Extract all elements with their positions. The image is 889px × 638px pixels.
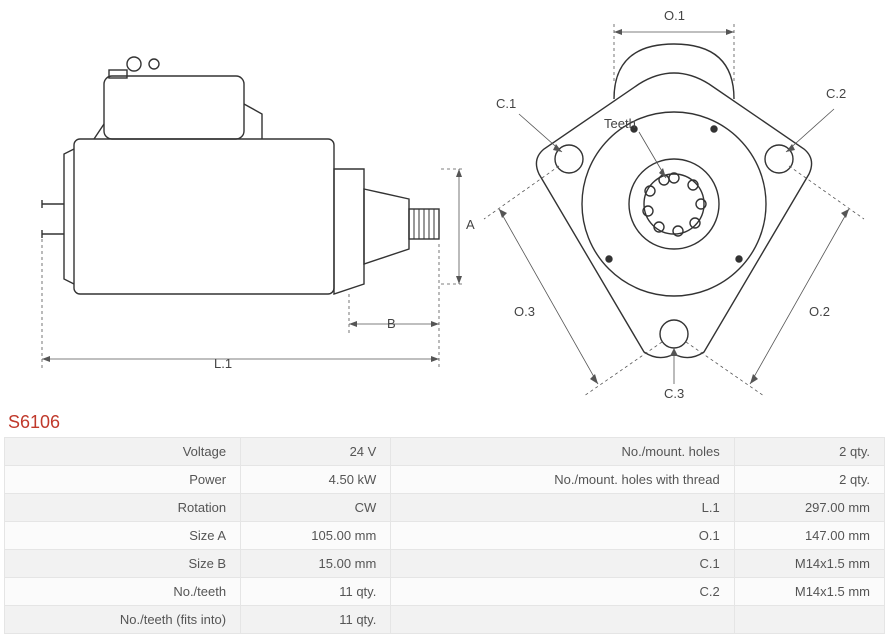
label-O2: O.2 <box>809 304 830 319</box>
spec-key: Size A <box>5 522 241 550</box>
spec-key <box>391 606 734 634</box>
label-O3: O.3 <box>514 304 535 319</box>
label-C3: C.3 <box>664 386 684 401</box>
spec-key: O.1 <box>391 522 734 550</box>
spec-val: M14x1.5 mm <box>734 578 884 606</box>
label-C1: C.1 <box>496 96 516 111</box>
spec-key: No./teeth (fits into) <box>5 606 241 634</box>
spec-row: Voltage24 VNo./mount. holes2 qty. <box>5 438 885 466</box>
spec-val: 2 qty. <box>734 438 884 466</box>
spec-val: 297.00 mm <box>734 494 884 522</box>
spec-val: 15.00 mm <box>241 550 391 578</box>
spec-row: No./teeth (fits into)11 qty. <box>5 606 885 634</box>
label-B: B <box>387 316 396 331</box>
spec-val: 24 V <box>241 438 391 466</box>
front-view-svg <box>464 4 884 404</box>
spec-key: No./teeth <box>5 578 241 606</box>
part-code: S6106 <box>8 412 885 433</box>
spec-key: Voltage <box>5 438 241 466</box>
label-O1: O.1 <box>664 8 685 23</box>
spec-val: CW <box>241 494 391 522</box>
spec-key: No./mount. holes <box>391 438 734 466</box>
spec-key: C.2 <box>391 578 734 606</box>
spec-row: Power4.50 kWNo./mount. holes with thread… <box>5 466 885 494</box>
spec-table: Voltage24 VNo./mount. holes2 qty.Power4.… <box>4 437 885 634</box>
spec-row: No./teeth11 qty.C.2M14x1.5 mm <box>5 578 885 606</box>
diagram-row: A B L.1 <box>4 4 885 404</box>
spec-row: Size B15.00 mmC.1M14x1.5 mm <box>5 550 885 578</box>
label-C2: C.2 <box>826 86 846 101</box>
spec-val: 4.50 kW <box>241 466 391 494</box>
spec-val: 2 qty. <box>734 466 884 494</box>
spec-val: 147.00 mm <box>734 522 884 550</box>
spec-key: Rotation <box>5 494 241 522</box>
spec-val <box>734 606 884 634</box>
spec-key: No./mount. holes with thread <box>391 466 734 494</box>
spec-val: 105.00 mm <box>241 522 391 550</box>
spec-val: 11 qty. <box>241 578 391 606</box>
spec-row: Size A105.00 mmO.1147.00 mm <box>5 522 885 550</box>
spec-key: Power <box>5 466 241 494</box>
front-view: O.1 O.2 O.3 C.1 C.2 C.3 Teeth <box>464 4 885 404</box>
spec-row: RotationCWL.1297.00 mm <box>5 494 885 522</box>
spec-val: 11 qty. <box>241 606 391 634</box>
spec-key: C.1 <box>391 550 734 578</box>
side-view-svg <box>4 4 464 404</box>
side-view: A B L.1 <box>4 4 464 404</box>
spec-key: L.1 <box>391 494 734 522</box>
spec-key: Size B <box>5 550 241 578</box>
label-L1: L.1 <box>214 356 232 371</box>
label-teeth: Teeth <box>604 116 636 131</box>
spec-val: M14x1.5 mm <box>734 550 884 578</box>
